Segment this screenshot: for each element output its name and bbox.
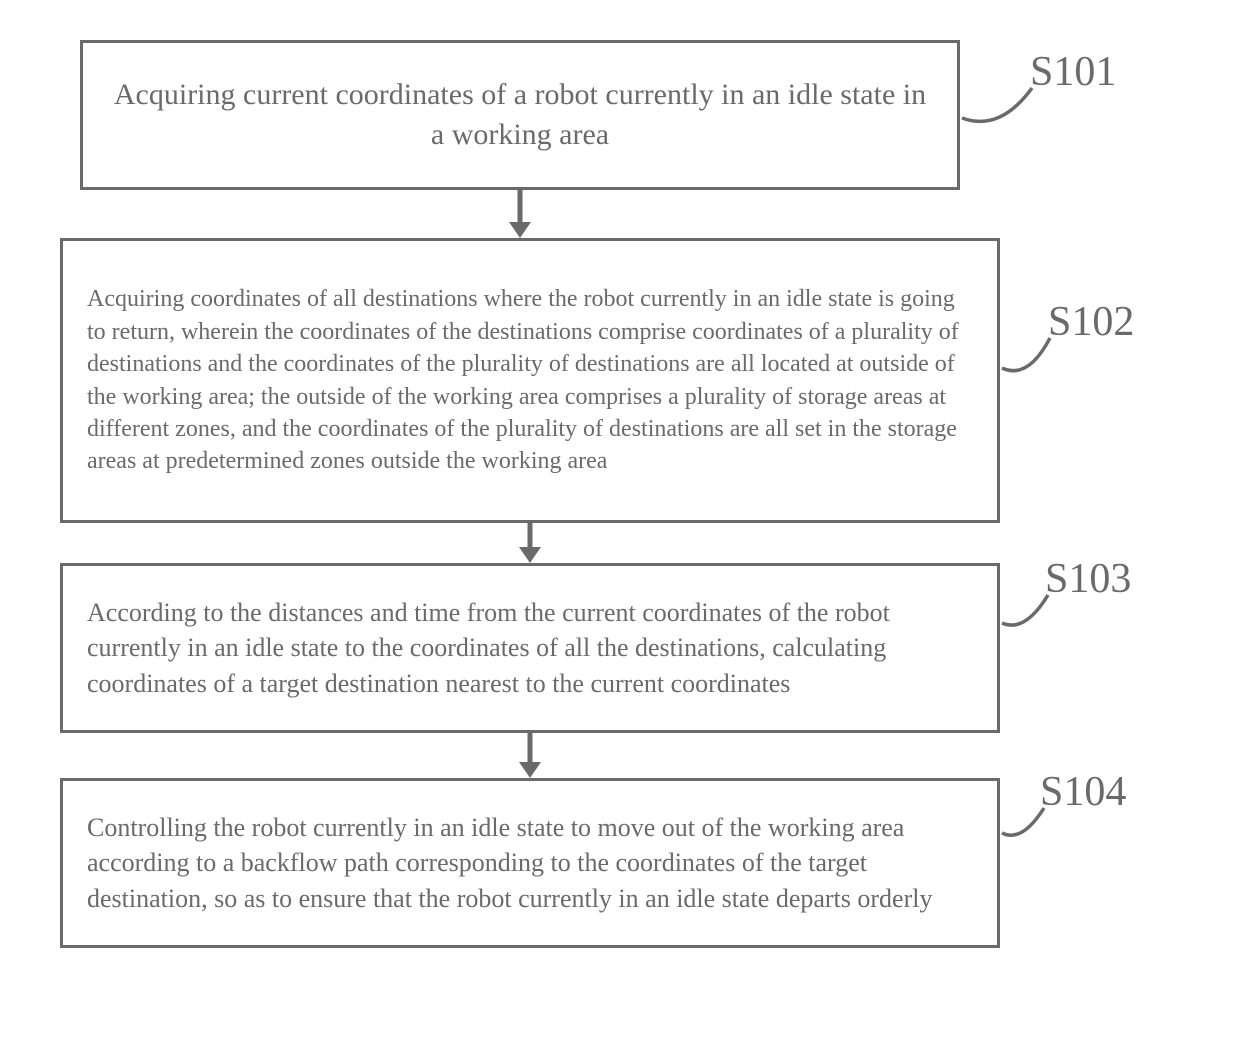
flow-step-s101: Acquiring current coordinates of a robot… bbox=[60, 40, 1160, 190]
flow-arrow bbox=[500, 523, 560, 563]
connector bbox=[60, 523, 1000, 563]
step-box: Acquiring coordinates of all destination… bbox=[60, 238, 1000, 523]
connector bbox=[60, 733, 1000, 778]
flow-arrow bbox=[500, 733, 560, 778]
flow-arrow bbox=[490, 190, 550, 238]
flow-step-s103: According to the distances and time from… bbox=[60, 563, 1160, 733]
label-leader bbox=[958, 84, 1036, 136]
step-box: Acquiring current coordinates of a robot… bbox=[80, 40, 960, 190]
step-text: According to the distances and time from… bbox=[87, 595, 973, 700]
step-label-s103: S103 bbox=[1045, 555, 1131, 603]
step-label-s102: S102 bbox=[1048, 298, 1134, 346]
step-box: Controlling the robot currently in an id… bbox=[60, 778, 1000, 948]
label-leader bbox=[998, 334, 1054, 384]
flowchart-container: Acquiring current coordinates of a robot… bbox=[60, 40, 1160, 948]
step-box: According to the distances and time from… bbox=[60, 563, 1000, 733]
step-text: Acquiring coordinates of all destination… bbox=[87, 283, 973, 477]
connector bbox=[80, 190, 960, 238]
step-label-s101: S101 bbox=[1030, 48, 1116, 96]
flow-step-s104: Controlling the robot currently in an id… bbox=[60, 778, 1160, 948]
flow-step-s102: Acquiring coordinates of all destination… bbox=[60, 238, 1160, 523]
step-text: Acquiring current coordinates of a robot… bbox=[107, 75, 933, 156]
step-text: Controlling the robot currently in an id… bbox=[87, 810, 973, 915]
step-label-s104: S104 bbox=[1040, 768, 1126, 816]
label-leader bbox=[998, 591, 1052, 637]
